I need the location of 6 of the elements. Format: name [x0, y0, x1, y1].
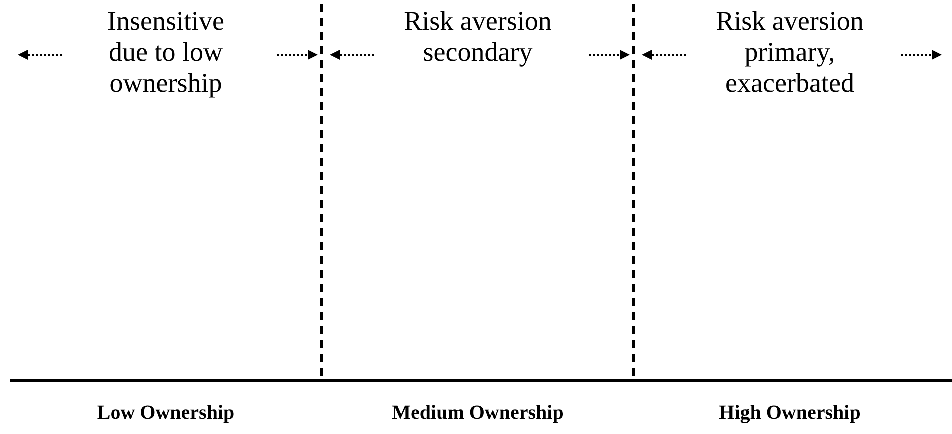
text: Risk aversion secondary: [404, 6, 552, 67]
x-tick-label: Medium Ownership: [392, 402, 564, 424]
x-tick-label: Low Ownership: [97, 402, 235, 424]
x-tick-label: High Ownership: [719, 402, 861, 424]
text: Risk aversion primary, exacerbated: [716, 6, 864, 98]
text: Insensitive due to low ownership: [108, 6, 224, 98]
